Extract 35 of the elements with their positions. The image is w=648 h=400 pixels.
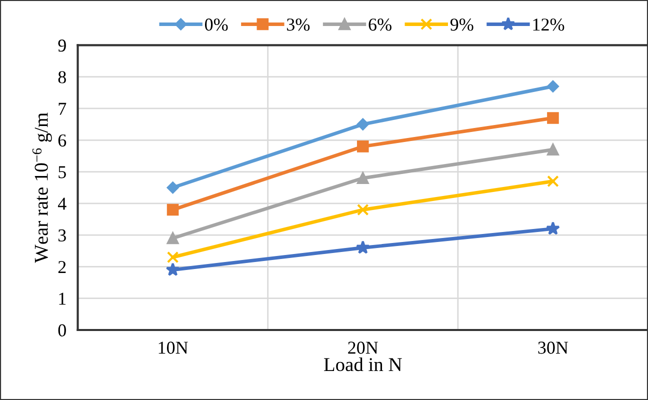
point xyxy=(356,172,369,184)
y-tick-label: 2 xyxy=(58,261,66,273)
y-tick-label: 8 xyxy=(58,71,66,84)
x-tick-label: 30N xyxy=(538,342,568,354)
legend-label: 9% xyxy=(450,18,474,31)
point xyxy=(547,80,559,92)
x-tick-label: 10N xyxy=(158,342,188,354)
y-tick-label: 6 xyxy=(58,134,66,147)
y-tick-label: 0 xyxy=(58,324,66,336)
point xyxy=(166,251,179,264)
point xyxy=(166,232,179,244)
point xyxy=(547,175,559,188)
point xyxy=(356,140,369,152)
y-tick-label: 3 xyxy=(58,229,66,242)
legend-label: 12% xyxy=(533,18,564,31)
point xyxy=(166,182,179,194)
point xyxy=(546,221,560,235)
legend-label: 3% xyxy=(287,18,310,31)
y-tick-label: 1 xyxy=(59,292,66,305)
point xyxy=(166,204,179,216)
y-tick-label: 9 xyxy=(58,40,66,52)
x-tick-label: 20N xyxy=(348,342,378,354)
point xyxy=(547,144,559,156)
x-axis-title: Load in N xyxy=(324,357,402,372)
point xyxy=(356,240,370,254)
point xyxy=(166,262,180,276)
y-axis-title: Wear rate 10$^{−6}$ g/m xyxy=(32,112,52,263)
point xyxy=(356,204,369,216)
y-tick-label: 7 xyxy=(58,102,66,115)
point xyxy=(356,118,369,130)
y-tick-label: 4 xyxy=(58,198,66,210)
y-tick-label: 5 xyxy=(58,166,66,178)
legend-label: 6% xyxy=(368,18,392,31)
legend-label: 0% xyxy=(204,18,228,31)
point xyxy=(547,112,559,124)
